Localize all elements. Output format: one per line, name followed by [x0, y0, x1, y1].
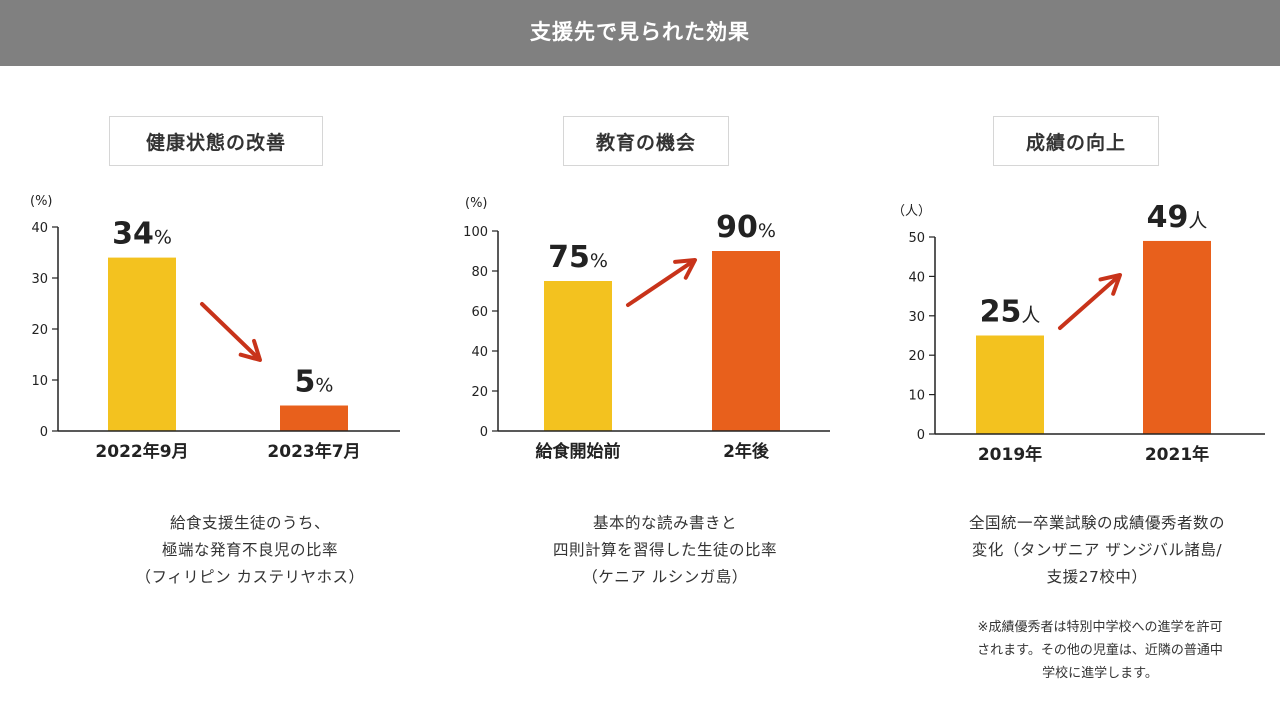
y-tick-label: 40: [471, 345, 488, 360]
data-label: 75%: [548, 240, 608, 275]
data-label: 25人: [980, 295, 1041, 330]
caption-line: 給食支援生徒のうち、: [169, 514, 330, 532]
page-title: 支援先で見られた効果: [530, 20, 750, 44]
trend-arrow-shaft: [626, 261, 693, 307]
caption-line: 全国統一卒業試験の成績優秀者数の: [968, 514, 1225, 532]
data-label-unit: %: [758, 220, 776, 242]
y-tick-label: 50: [908, 231, 925, 246]
x-category-label: 2021年: [1145, 444, 1209, 465]
data-label-value: 75: [548, 240, 590, 275]
data-label-value: 49: [1147, 200, 1189, 235]
note-line: されます。その他の児童は、近隣の普通中: [977, 643, 1223, 658]
trend-arrow-shaft: [200, 302, 258, 358]
data-label-value: 90: [716, 210, 758, 245]
y-tick-label: 60: [471, 305, 488, 320]
caption-line: 極端な発育不良児の比率: [161, 541, 338, 559]
data-label-unit: %: [590, 250, 608, 272]
bar: [1143, 240, 1211, 434]
x-category-label: 2年後: [723, 441, 770, 462]
data-label-value: 5: [295, 365, 316, 400]
data-label-value: 34: [112, 217, 154, 252]
chart-health: (%) 0 10 20 30 40 34% 2022年9月 5% 2023年7月: [30, 194, 400, 462]
x-category-label: 2022年9月: [95, 441, 188, 462]
bar: [108, 257, 176, 431]
caption-grades: 全国統一卒業試験の成績優秀者数の 変化（タンザニア ザンジバル諸島/ 支援27校…: [917, 510, 1277, 591]
y-tick-label: 80: [471, 265, 488, 280]
data-label-value: 25: [980, 295, 1022, 330]
x-category-label: 給食開始前: [536, 441, 621, 462]
y-tick-label: 20: [908, 349, 925, 364]
y-tick-label: 40: [31, 221, 48, 236]
y-tick-label: 0: [917, 428, 925, 443]
data-label: 90%: [716, 210, 776, 245]
y-tick-label: 0: [40, 425, 48, 440]
panel-title-health: 健康状態の改善: [109, 116, 323, 166]
y-tick-label: 10: [31, 374, 48, 389]
footnote: ※成績優秀者は特別中学校への進学を許可 されます。その他の児童は、近隣の普通中 …: [930, 616, 1270, 685]
y-tick-label: 100: [463, 225, 488, 240]
note-line: 学校に進学します。: [1042, 666, 1158, 681]
y-tick-label: 30: [908, 310, 925, 325]
bar: [280, 405, 348, 431]
y-tick-label: 20: [471, 385, 488, 400]
trend-arrow-head: [1098, 273, 1122, 296]
bar: [712, 251, 780, 431]
caption-line: （フィリピン カステリヤホス）: [135, 568, 365, 586]
chart-education: (%) 0 20 40 60 80 100 75% 給食開始前 90% 2年後: [463, 196, 830, 462]
trend-arrow-head: [673, 258, 697, 280]
caption-line: 支援27校中）: [1046, 568, 1148, 586]
y-tick-label: 10: [908, 389, 925, 404]
caption-education: 基本的な読み書きと 四則計算を習得した生徒の比率 （ケニア ルシンガ島）: [485, 510, 845, 591]
header-bar: 支援先で見られた効果: [0, 0, 1280, 66]
data-label: 34%: [112, 217, 172, 252]
trend-arrow-shaft: [1058, 276, 1118, 330]
bar: [544, 281, 612, 431]
y-tick-label: 0: [480, 425, 488, 440]
y-axis-unit-label: （人）: [892, 204, 931, 219]
data-label-unit: 人: [1021, 305, 1040, 327]
caption-line: 変化（タンザニア ザンジバル諸島/: [971, 541, 1223, 559]
bar: [976, 335, 1044, 434]
caption-line: 四則計算を習得した生徒の比率: [552, 541, 777, 559]
data-label: 5%: [295, 365, 334, 400]
y-tick-label: 40: [908, 270, 925, 285]
y-tick-label: 30: [31, 272, 48, 287]
panel-title-grades: 成績の向上: [993, 116, 1159, 166]
data-label-unit: 人: [1188, 210, 1207, 232]
y-tick-label: 20: [31, 323, 48, 338]
caption-health: 給食支援生徒のうち、 極端な発育不良児の比率 （フィリピン カステリヤホス）: [70, 510, 430, 591]
y-axis-unit-label: (%): [30, 194, 53, 209]
y-axis-unit-label: (%): [465, 196, 488, 211]
caption-line: （ケニア ルシンガ島）: [582, 568, 748, 586]
data-label-unit: %: [315, 375, 333, 397]
data-label-unit: %: [154, 227, 172, 249]
x-category-label: 2023年7月: [267, 441, 360, 462]
data-label: 49人: [1147, 200, 1208, 235]
caption-line: 基本的な読み書きと: [592, 514, 737, 532]
panel-title-education: 教育の機会: [563, 116, 729, 166]
trend-arrow-head: [238, 338, 262, 362]
note-line: ※成績優秀者は特別中学校への進学を許可: [977, 620, 1223, 635]
x-category-label: 2019年: [978, 444, 1042, 465]
